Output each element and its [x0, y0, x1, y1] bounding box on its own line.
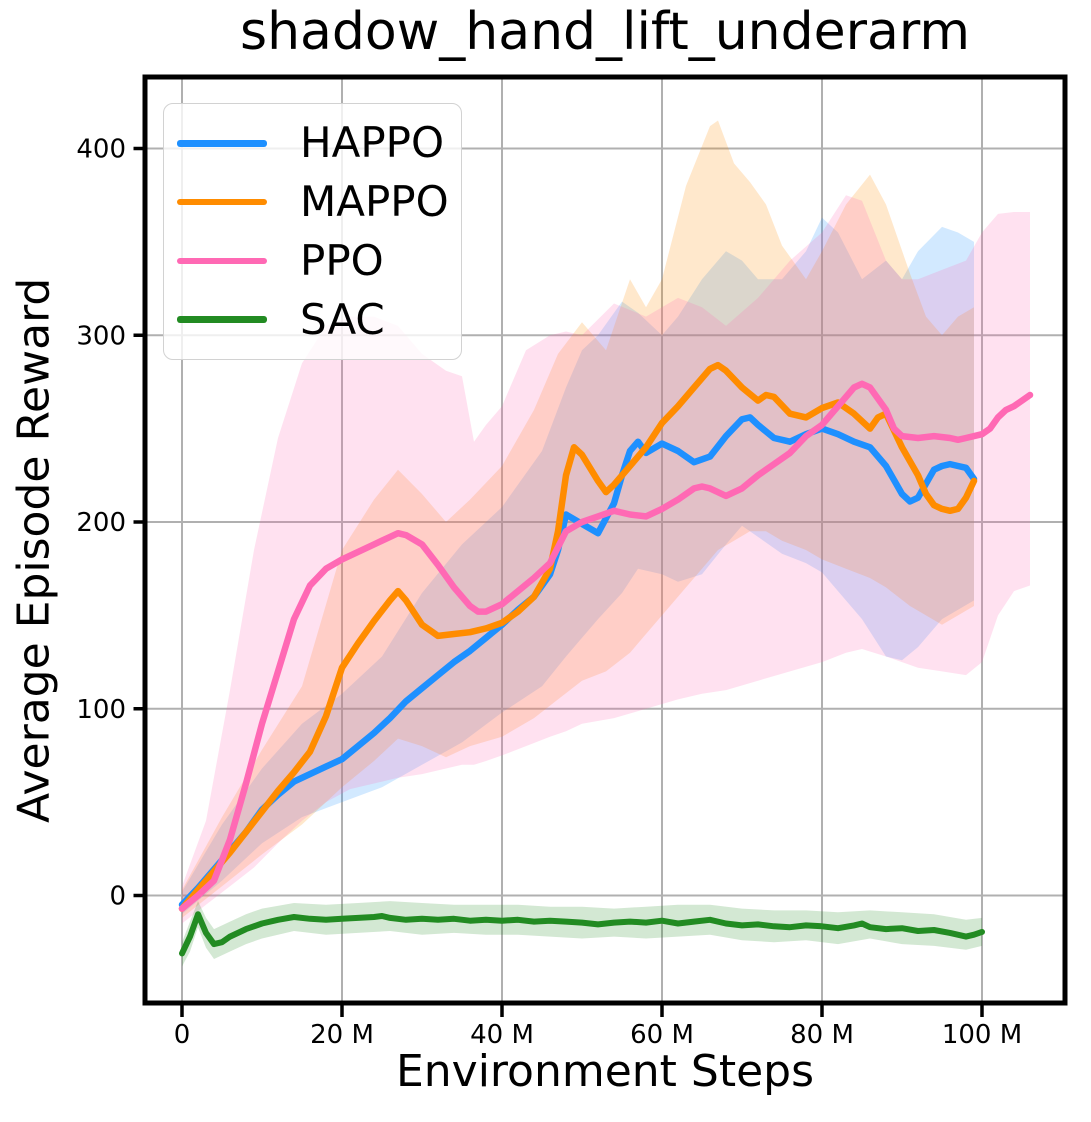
legend-label-ppo: PPO [300, 235, 384, 285]
legend-label-happo: HAPPO [300, 118, 445, 168]
ppo-line-sample-icon [177, 257, 267, 265]
legend: HAPPO MAPPO PPO SAC [163, 103, 462, 360]
legend-item-sac: SAC [177, 294, 461, 344]
mappo-line-sample-icon [177, 198, 267, 206]
mean-lines [178, 361, 1034, 957]
line-happo [178, 414, 978, 909]
legend-label-sac: SAC [300, 294, 385, 344]
x-tick-label: 100 M [942, 1020, 1022, 1050]
legend-label-mappo: MAPPO [300, 177, 449, 227]
y-tick-label: 100 [76, 695, 126, 725]
y-tick-label: 200 [76, 508, 126, 538]
x-tick-label: 60 M [630, 1020, 694, 1050]
x-axis-label: Environment Steps [395, 1046, 815, 1097]
legend-item-happo: HAPPO [177, 122, 461, 164]
band-ppo [182, 195, 1030, 924]
line-sac [179, 911, 985, 957]
band-happo [182, 217, 974, 915]
y-tick-label: 0 [109, 882, 126, 912]
y-tick-label: 300 [76, 321, 126, 351]
legend-item-mappo: MAPPO [177, 181, 461, 223]
y-axis-label: Average Episode Reward [8, 277, 60, 823]
chart-title: shadow_hand_lift_underarm [239, 2, 970, 62]
line-ppo [178, 380, 1034, 912]
happo-line-sample-icon [177, 140, 267, 147]
x-tick-label: 80 M [790, 1020, 854, 1050]
x-tick-label: 40 M [470, 1020, 534, 1050]
line-mappo [178, 361, 978, 912]
x-tick-label: 20 M [310, 1020, 374, 1050]
y-tick-label: 400 [76, 135, 126, 165]
band-sac [182, 901, 982, 967]
axes-spines [142, 74, 1068, 1006]
legend-item-ppo: PPO [177, 235, 461, 285]
axis-ticks: 0 20 M 40 M 60 M 80 M 100 M 0 100 200 300 400 [76, 135, 1022, 1051]
sac-line-sample-icon [177, 316, 267, 323]
x-tick-label: 0 [174, 1020, 191, 1050]
